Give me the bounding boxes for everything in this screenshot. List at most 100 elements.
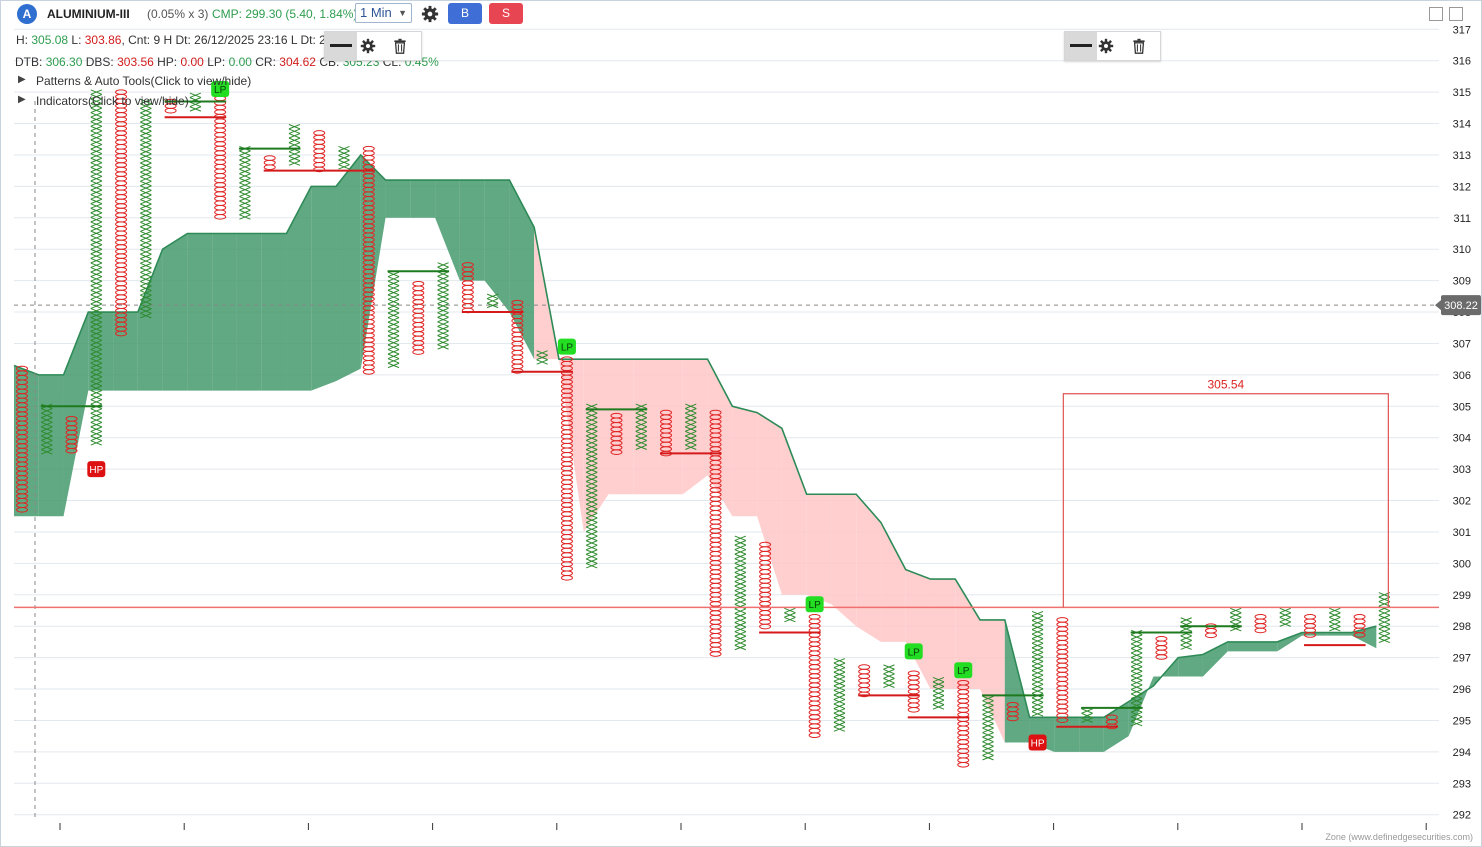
x-box [140,285,152,291]
marker-label: LP [561,343,574,354]
x-box [41,430,53,437]
o-box [214,118,227,124]
trash-icon[interactable] [1131,38,1147,54]
o-box [709,537,722,543]
expand-triangle-icon[interactable]: ▶ [18,74,26,85]
x-box [90,217,102,223]
o-box [115,203,128,209]
x-box [536,354,548,361]
x-box [437,335,449,341]
tool-settings-icon[interactable] [1098,38,1114,54]
x-box [586,499,598,505]
trash-icon[interactable] [392,38,408,54]
o-box [115,148,128,155]
o-column [115,89,128,337]
o-box [412,280,425,287]
x-box [239,205,251,211]
o-box [808,709,821,716]
line-tool-icon[interactable] [325,32,357,60]
maximize-window-icon[interactable] [1449,7,1463,21]
x-box [90,148,102,155]
o-box [412,335,425,342]
x-box [1130,657,1143,663]
restore-window-icon[interactable] [1429,7,1443,21]
x-box [1081,712,1093,719]
o-box [115,230,128,237]
o-box [808,659,821,666]
x-box [140,98,152,105]
x-box [1230,612,1242,618]
o-box [1155,640,1168,647]
x-box [387,335,400,341]
x-box [536,359,548,365]
o-column [263,155,276,171]
x-box [883,668,895,675]
o-box [907,702,920,709]
sell-button[interactable]: S [489,3,523,24]
o-box [1056,699,1069,705]
o-box [115,134,128,141]
x-box [239,177,251,184]
patterns-toggle[interactable]: Patterns & Auto Tools(Click to view/hide… [36,74,252,88]
o-box [115,116,128,123]
x-box [1329,612,1341,618]
x-box [90,221,102,227]
o-box [461,280,474,286]
x-box [90,130,102,136]
x-box [1081,717,1093,723]
timeframe-select[interactable]: 1 Min ▼ [355,3,412,23]
o-box [115,294,128,300]
o-box [313,143,326,150]
account-avatar[interactable]: A [17,4,37,24]
marker-box [954,662,973,679]
expand-triangle-icon[interactable]: ▶ [18,94,26,105]
x-box [586,462,598,469]
x-box [734,567,747,573]
o-box [461,298,474,305]
line-tool-icon[interactable] [1065,32,1097,60]
lp-marker: LP [954,662,973,679]
x-box [734,553,747,560]
x-box [90,244,102,250]
indicators-toggle[interactable]: Indicators(Click to view/hide) [36,94,189,108]
o-box [412,285,425,292]
cloud-bull-segment [212,233,237,391]
o-box [362,364,375,371]
settings-gear-icon[interactable] [421,5,439,23]
x-box [90,153,102,159]
x-box [41,440,53,446]
x-box [387,299,400,305]
x-box [90,390,102,396]
x-box [387,271,400,278]
x-column [387,271,400,369]
cloud-bull-segment [1004,619,1030,743]
o-box [214,127,227,134]
o-box [1056,676,1069,682]
marker-box [805,596,824,613]
x-box [90,135,102,141]
o-box [1304,632,1317,638]
x-box [90,98,102,104]
o-box [808,677,821,684]
o-box [115,330,128,337]
x-box [734,640,747,646]
x-box [1378,637,1391,644]
tool-settings-icon[interactable] [360,38,376,54]
x-column [1081,708,1093,723]
x-box [932,681,945,687]
o-box [709,532,722,539]
x-box [1279,607,1291,614]
o-box [412,290,425,296]
buy-button[interactable]: B [448,3,482,24]
x-box [90,212,102,218]
x-box [387,362,400,369]
o-box [560,493,573,499]
o-box [759,587,772,593]
x-box [833,694,846,700]
o-box [759,600,772,607]
o-box [1056,703,1069,710]
x-box [239,155,251,161]
o-box [115,253,128,259]
o-box [1155,645,1168,651]
